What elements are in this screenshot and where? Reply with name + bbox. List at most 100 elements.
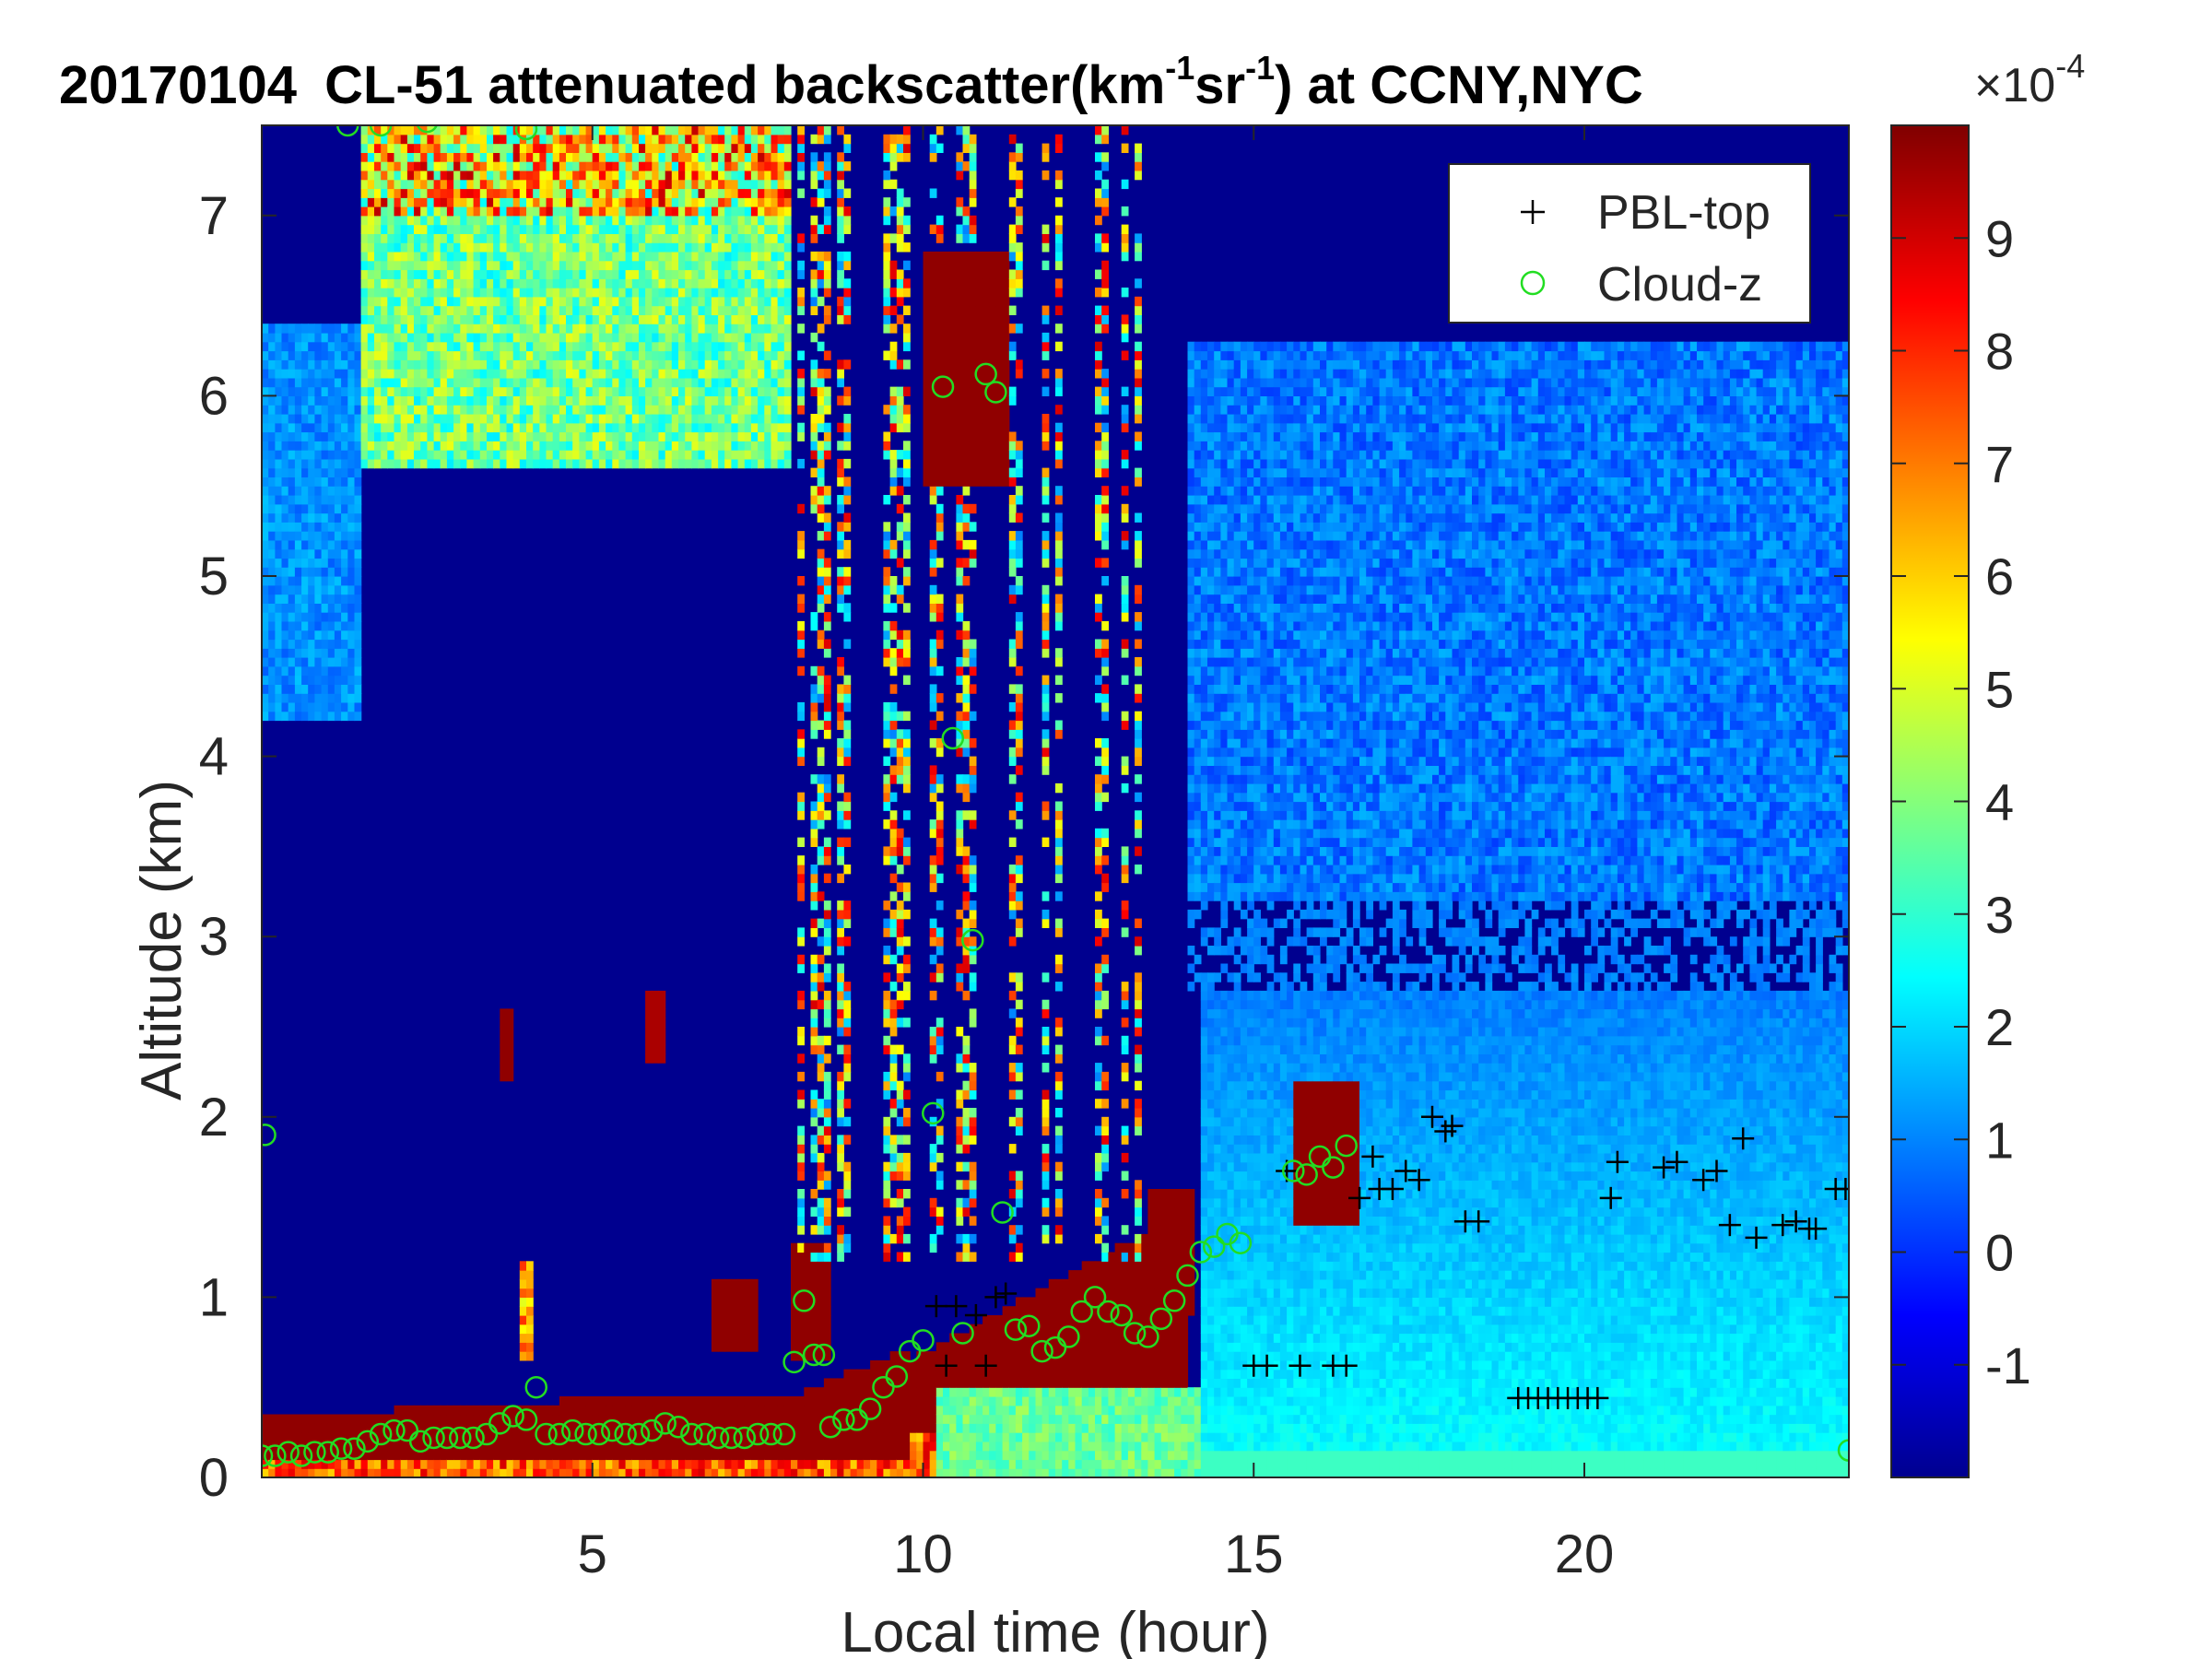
heatmap-cell: [381, 351, 388, 360]
heatmap-cell: [572, 450, 580, 459]
heatmap-cell: [328, 576, 335, 585]
heatmap-cell: [341, 450, 348, 459]
chart-title-sup2: -1: [1245, 49, 1275, 87]
heatmap-cell: [618, 233, 626, 242]
heatmap-cell: [526, 180, 534, 189]
heatmap-cell: [493, 369, 500, 378]
heatmap-cell: [387, 233, 394, 242]
heatmap-cell: [474, 270, 481, 279]
heatmap-cell: [533, 216, 540, 225]
heatmap-cell: [347, 540, 355, 549]
heatmap-cell: [407, 342, 415, 351]
heatmap-cell: [487, 378, 494, 387]
heatmap-cell: [275, 676, 282, 685]
heatmap-cell: [526, 450, 534, 459]
heatmap-cell: [579, 342, 586, 351]
heatmap-cell: [361, 206, 369, 216]
heatmap-cell: [361, 161, 369, 171]
heatmap-cell: [268, 414, 276, 423]
heatmap-cell: [566, 306, 573, 315]
heatmap-cell: [282, 1432, 289, 1441]
heatmap-cell: [618, 414, 626, 423]
heatmap-cell: [586, 197, 594, 206]
heatmap-cell: [500, 206, 507, 216]
heatmap-cell: [361, 180, 369, 189]
heatmap-cell: [414, 314, 421, 324]
heatmap-cell: [493, 378, 500, 387]
heatmap-cell: [566, 206, 573, 216]
heatmap-cell: [493, 144, 500, 153]
heatmap-cell: [480, 135, 488, 144]
heatmap-cell: [466, 459, 474, 468]
heatmap-cell: [361, 423, 369, 432]
heatmap-cell: [407, 378, 415, 387]
heatmap-cell: [361, 441, 369, 450]
heatmap-cell: [507, 324, 514, 333]
heatmap-cell: [381, 252, 388, 261]
heatmap-cell: [507, 161, 514, 171]
heatmap-cell: [572, 270, 580, 279]
heatmap-cell: [262, 414, 269, 423]
heatmap-cell: [268, 324, 276, 333]
heatmap-cell: [480, 152, 488, 161]
heatmap-cell: [374, 324, 382, 333]
heatmap-cell: [539, 189, 547, 198]
heatmap-cell: [394, 395, 402, 405]
heatmap-cell: [322, 414, 329, 423]
heatmap-cell: [268, 513, 276, 523]
heatmap-cell: [328, 378, 335, 387]
heatmap-cell: [526, 189, 534, 198]
heatmap-cell: [401, 270, 408, 279]
heatmap-cell: [493, 359, 500, 369]
heatmap-cell: [639, 342, 646, 351]
heatmap-cell: [308, 549, 315, 559]
heatmap-cell: [347, 657, 355, 666]
heatmap-cell: [507, 387, 514, 396]
heatmap-cell: [480, 197, 488, 206]
heatmap-cell: [441, 395, 448, 405]
heatmap-cell: [328, 603, 335, 612]
heatmap-cell: [493, 288, 500, 297]
heatmap-cell: [626, 206, 633, 216]
heatmap-cell: [559, 423, 567, 432]
heatmap-cell: [355, 630, 362, 640]
heatmap-cell: [507, 459, 514, 468]
heatmap-cell: [487, 278, 494, 288]
heatmap-cell: [434, 261, 441, 270]
heatmap-cell: [295, 450, 302, 459]
heatmap-cell: [387, 441, 394, 450]
heatmap-cell: [301, 342, 309, 351]
heatmap-cell: [434, 1415, 441, 1424]
heatmap-cell: [507, 405, 514, 414]
heatmap-cell: [381, 342, 388, 351]
heatmap-cell: [427, 233, 434, 242]
heatmap-cell: [387, 314, 394, 324]
heatmap-cell: [282, 549, 289, 559]
heatmap-cell: [474, 171, 481, 180]
heatmap-cell: [434, 441, 441, 450]
heatmap-cell: [599, 197, 606, 206]
heatmap-cell: [420, 288, 428, 297]
heatmap-cell: [407, 1406, 415, 1415]
heatmap-cell: [447, 459, 454, 468]
heatmap-cell: [288, 351, 296, 360]
heatmap-cell: [347, 369, 355, 378]
heatmap-cell: [427, 459, 434, 468]
heatmap-cell: [460, 288, 467, 297]
heatmap-cell: [626, 324, 633, 333]
heatmap-cell: [420, 450, 428, 459]
heatmap-cell: [394, 324, 402, 333]
heatmap-cell: [453, 378, 461, 387]
heatmap-cell: [474, 261, 481, 270]
heatmap-cell: [487, 324, 494, 333]
heatmap-cell: [599, 387, 606, 396]
heatmap-cell: [288, 522, 296, 531]
heatmap-cell: [401, 405, 408, 414]
heatmap-cell: [268, 333, 276, 342]
heatmap-cell: [401, 414, 408, 423]
heatmap-cell: [493, 233, 500, 242]
heatmap-cell: [301, 522, 309, 531]
heatmap-cell: [328, 342, 335, 351]
heatmap-cell: [322, 1423, 329, 1432]
heatmap-cell: [282, 558, 289, 567]
